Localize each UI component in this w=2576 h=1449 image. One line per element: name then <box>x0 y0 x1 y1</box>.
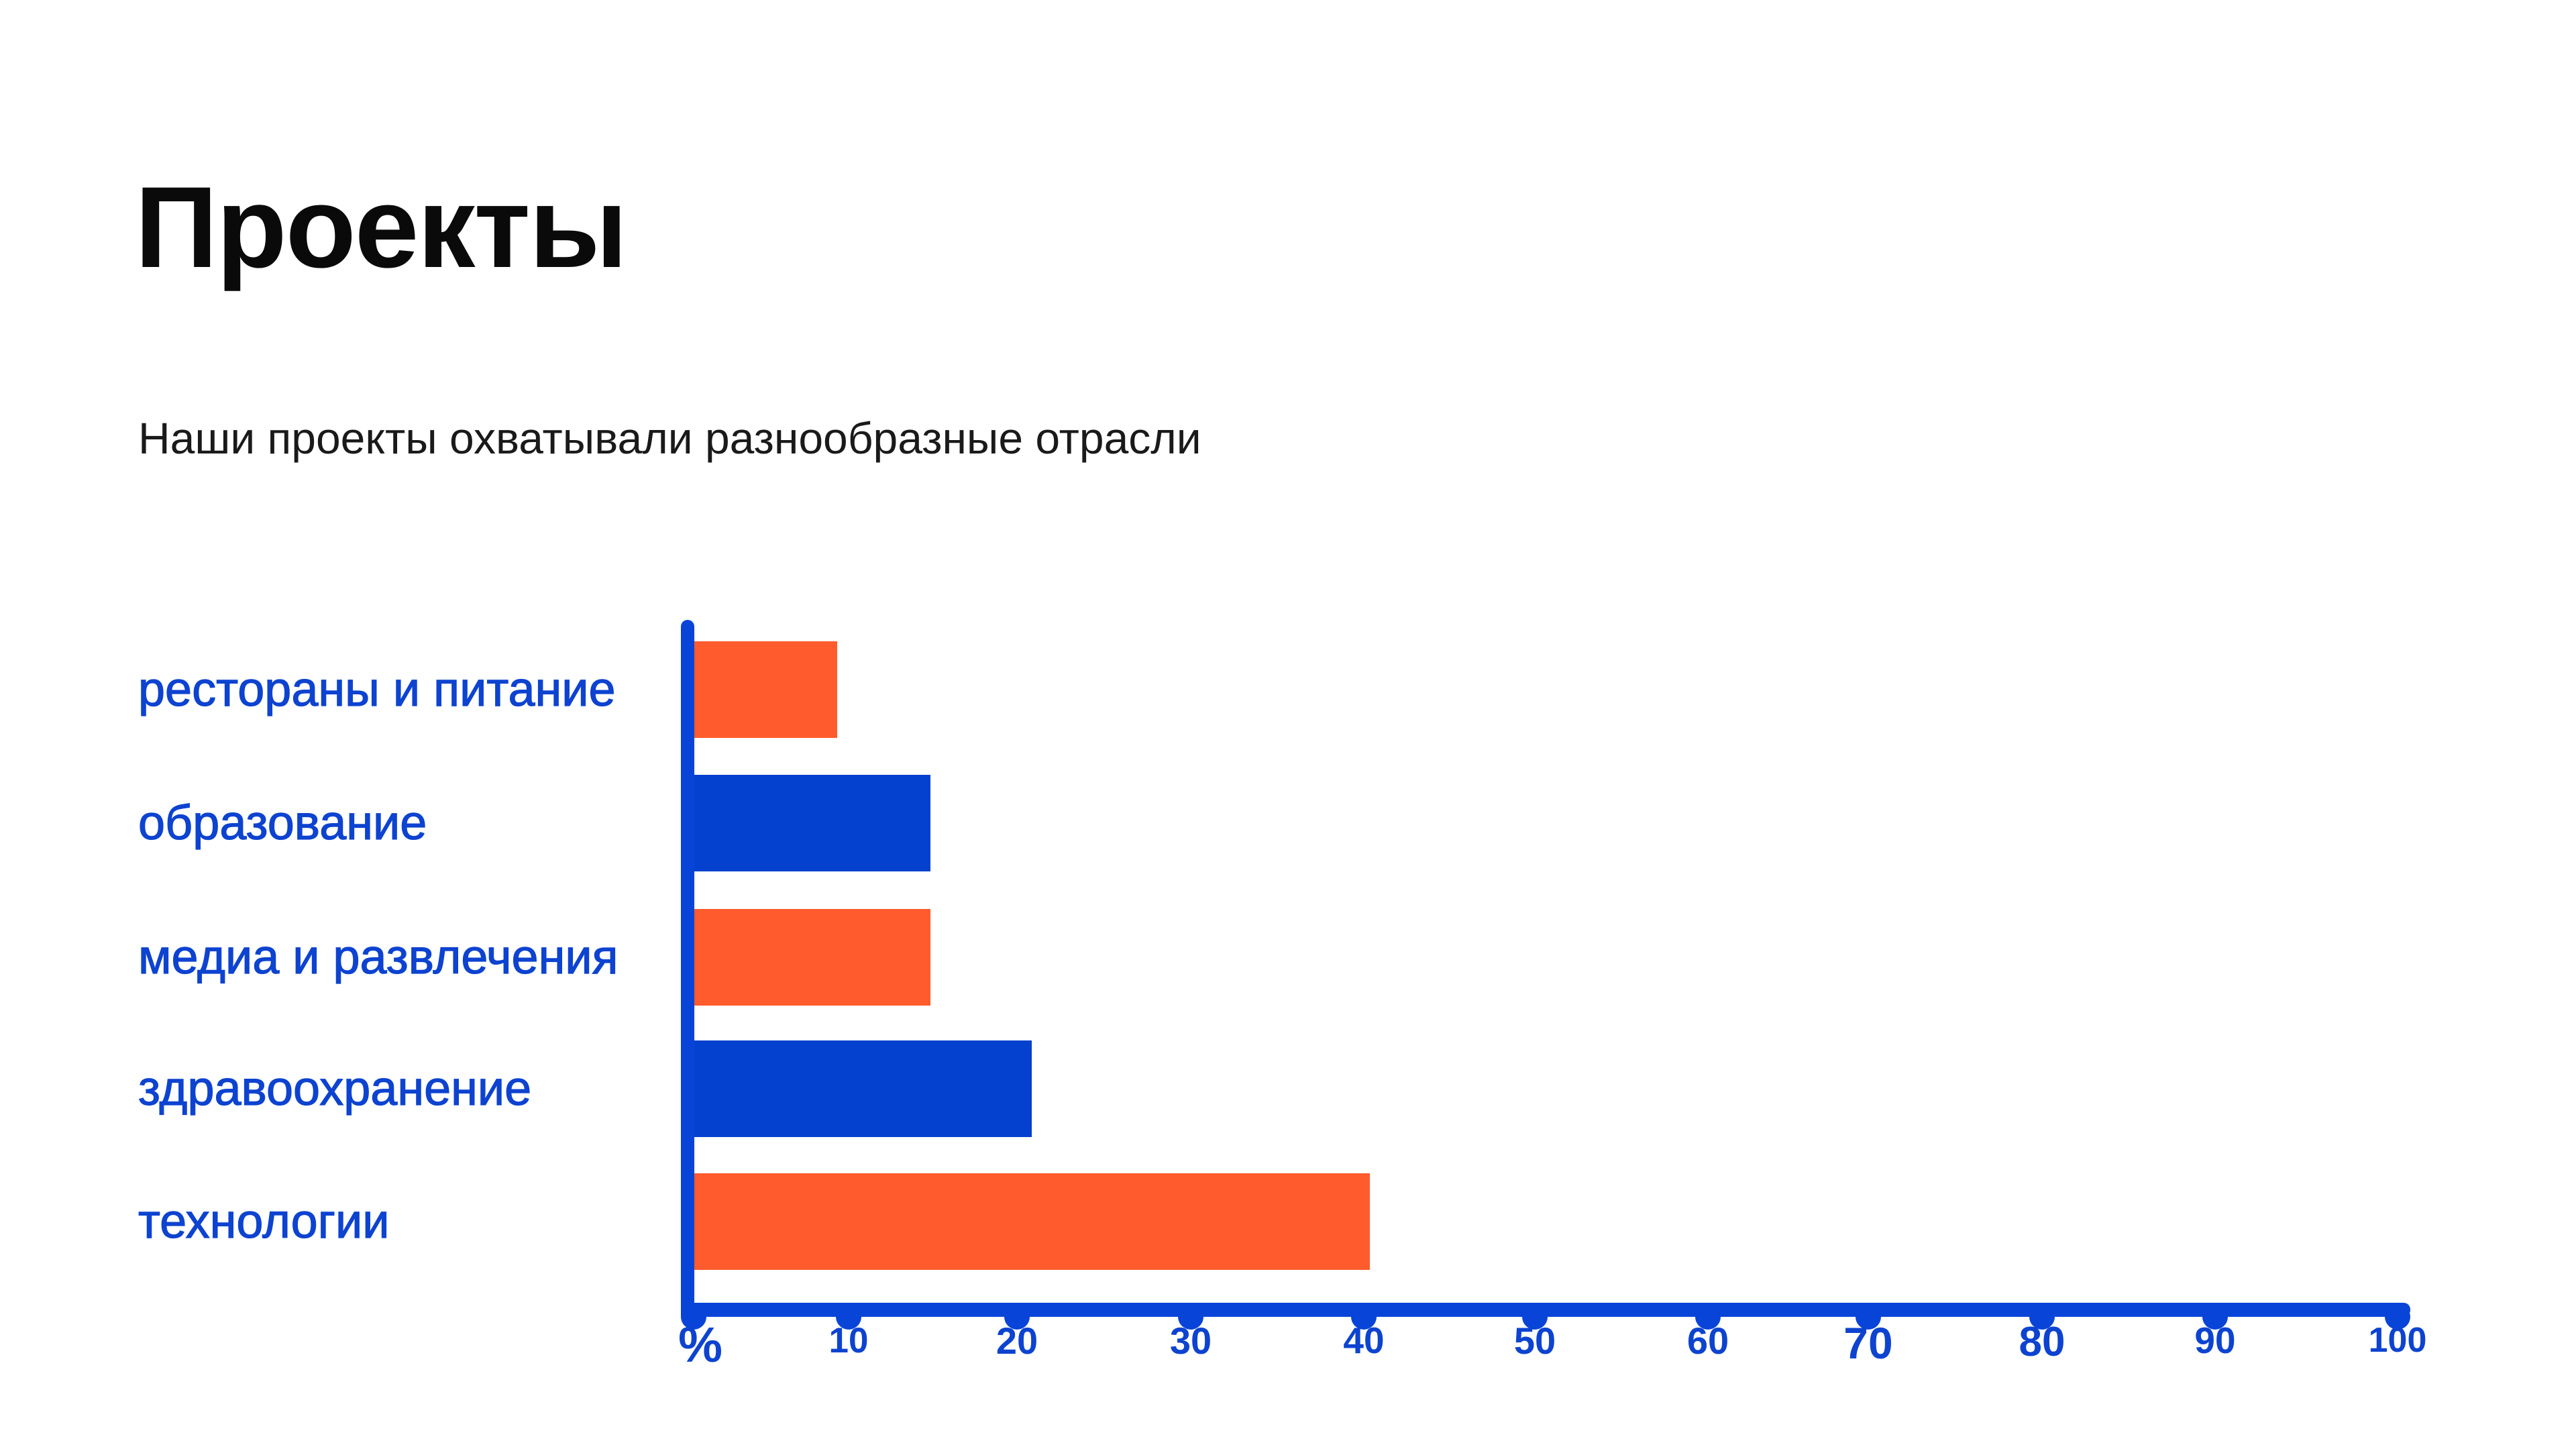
category-label: рестораны и питание <box>138 662 616 716</box>
x-tick-label: 40 <box>1343 1320 1385 1361</box>
x-tick-label: % <box>678 1317 722 1373</box>
chart-bar <box>694 775 930 871</box>
chart-bar <box>694 641 837 738</box>
x-tick-label: 10 <box>828 1321 869 1360</box>
x-tick-label: 80 <box>2019 1319 2065 1365</box>
x-tick-label: 90 <box>2194 1320 2236 1361</box>
chart-row: технологии <box>0 1173 2576 1270</box>
category-label: образование <box>138 796 427 850</box>
x-tick-label: 30 <box>1169 1320 1212 1362</box>
category-label: технологии <box>138 1194 390 1248</box>
x-tick-label: 60 <box>1686 1320 1729 1362</box>
chart-bar <box>694 1173 1370 1270</box>
chart-row: рестораны и питание <box>0 641 2576 738</box>
x-tick-label: 100 <box>2368 1321 2427 1360</box>
chart-row: образование <box>0 775 2576 871</box>
chart-row: медиа и развлечения <box>0 909 2576 1006</box>
y-axis-line <box>681 620 694 1324</box>
chart-row: здравоохранение <box>0 1040 2576 1137</box>
page-title: Проекты <box>135 163 628 292</box>
slide-subtitle: Наши проекты охватывали разнообразные от… <box>138 413 1201 463</box>
chart-bar <box>694 909 930 1006</box>
x-tick-label: 70 <box>1843 1318 1893 1368</box>
category-label: медиа и развлечения <box>138 930 619 984</box>
x-tick-label: 20 <box>996 1320 1038 1362</box>
chart-bar <box>694 1040 1032 1137</box>
x-tick-label: 50 <box>1513 1320 1556 1362</box>
category-label: здравоохранение <box>138 1061 532 1116</box>
x-axis-line <box>681 1303 2410 1317</box>
